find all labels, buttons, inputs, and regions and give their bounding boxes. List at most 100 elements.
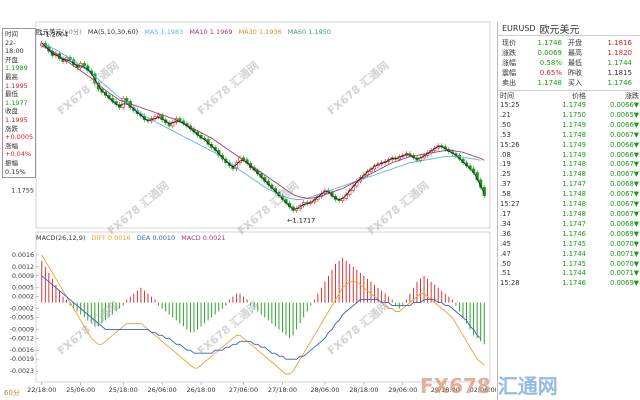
ma10-value: MA10 1.1969 <box>189 28 233 36</box>
y-tick-label: -0.0016 <box>10 347 34 354</box>
tick-change: 0.0067▼ <box>609 209 639 218</box>
quote-label: 买入 <box>568 79 582 87</box>
y-tick-label: -0.0009 <box>10 326 34 333</box>
low-marker: ←1.1717 <box>287 217 315 225</box>
quote-label: 涨幅 <box>502 59 516 67</box>
tick-row: .36 1.1746 0.0069▼ <box>498 230 640 240</box>
tick-change: 0.0067▼ <box>609 160 639 169</box>
x-tick-label: 28/06:00 <box>310 386 339 394</box>
y-tick-label: -0.0012 <box>10 335 34 342</box>
chart-svg: 22/18:00 25/06:00 25/18:00 26/06:00 26/18:00… <box>10 21 496 394</box>
period-tab[interactable]: 60分 <box>4 389 20 397</box>
dea-line <box>41 275 481 360</box>
tick-price: 1.1748 <box>562 170 586 179</box>
tick-price: 1.1747 <box>562 219 586 228</box>
tick-change: 0.0067▼ <box>609 200 639 209</box>
tick-price: 1.1749 <box>562 101 586 109</box>
chg-label: 涨跌 <box>5 124 18 133</box>
x-tick-label: 22/18:00 <box>27 386 56 394</box>
tick-change: 0.0068▼ <box>609 219 639 228</box>
candle-body <box>93 73 97 84</box>
pair-label: 欧元美元 <box>36 28 62 36</box>
tick-row: .45 1.1745 0.0070▼ <box>498 240 640 250</box>
tick-row: 15:27 1.1748 0.0067▼ <box>498 200 640 210</box>
tick-price: 1.1748 <box>562 130 586 139</box>
tick-price: 1.1749 <box>562 150 586 159</box>
tick-row: .58 1.1748 0.0067▼ <box>498 190 640 200</box>
macd-panel-frame <box>35 231 491 383</box>
chg-value: +0.0005 <box>5 133 34 142</box>
tick-time: .34 <box>500 219 511 228</box>
tick-row: 15:28 1.1746 0.0069▼ <box>498 279 640 289</box>
tick-time: .17 <box>500 209 511 218</box>
tick-change: 0.0065▼ <box>609 110 639 119</box>
tick-row: .53 1.1748 0.0067▼ <box>498 131 640 141</box>
tick-price: 1.1747 <box>562 180 586 189</box>
candle-body <box>241 157 246 160</box>
logo-text-a: FX678 <box>420 374 491 398</box>
tick-price: 1.1746 <box>562 279 586 288</box>
high-label: 最高 <box>5 72 18 81</box>
ma-params: MA(5,10,30,60) <box>87 28 139 36</box>
x-tick-label: 02/06:00 <box>470 386 496 394</box>
symbol-name: 欧元美元 <box>539 25 580 36</box>
tick-price: 1.1748 <box>562 160 586 169</box>
ticks-header-price: 价格 <box>572 92 586 100</box>
tick-time: 15:25 <box>500 101 520 109</box>
x-tick-label: 26/18:00 <box>186 386 215 394</box>
dif-line <box>41 254 485 375</box>
amp-label: 振幅 <box>5 158 18 167</box>
quote-value: 1.1746 <box>607 79 633 87</box>
tick-price: 1.1746 <box>562 229 586 238</box>
tick-change: 0.0066▼ <box>609 140 639 149</box>
tick-time: 15:28 <box>500 279 520 288</box>
x-tick-label: 27/06:00 <box>229 386 258 394</box>
ticks-header-time: 时间 <box>500 92 514 100</box>
y-tick-label: -0.0005 <box>10 314 34 321</box>
tick-price: 1.1748 <box>562 200 586 209</box>
tick-change: 0.0066▼ <box>609 150 639 159</box>
x-tick-label: 29/06:00 <box>388 386 417 394</box>
candle-body <box>156 114 161 118</box>
pct-value: +0.04% <box>5 150 32 159</box>
time-value: 22-18:00 <box>5 38 24 56</box>
price-legend: 欧元美元(60分) MA(5,10,30,60) MA5 1.1983 MA10… <box>36 26 331 36</box>
tick-time: 15:27 <box>500 200 520 209</box>
quote-label: 最低 <box>568 59 582 67</box>
y-tick-label: 0.0009 <box>12 273 34 280</box>
quote-value: 1.1744 <box>607 59 633 67</box>
tick-time: .45 <box>500 239 511 248</box>
tick-row: .19 1.1748 0.0067▼ <box>498 160 640 170</box>
ticks-header-change: 涨跌 <box>625 92 639 100</box>
quote-value: 0.58% <box>539 59 562 67</box>
macd-params: MACD(26,12,9) <box>36 234 86 242</box>
ticks-header: 时间 价格 涨跌 <box>498 91 640 101</box>
y-tick-label: -0.0019 <box>10 356 34 363</box>
tick-change: 0.0070▼ <box>609 239 639 248</box>
macd-legend: MACD(26,12,9) DIFF 0.0016 DEA 0.0010 MAC… <box>36 234 226 242</box>
tick-change: 0.0071▼ <box>609 249 639 258</box>
x-tick-label: 27/18:00 <box>268 386 297 394</box>
quote-panel: EURUSD 欧元美元 现价 1.1746 开盘 1.1816 涨跌 0.0069 最高 1.… <box>497 22 640 400</box>
logo-text-b: 汇通网 <box>497 374 558 398</box>
low-label: 最低 <box>5 90 18 99</box>
tick-row: .34 1.1747 0.0068▼ <box>498 220 640 230</box>
candle-body <box>125 98 129 102</box>
quote-label: 昨收 <box>568 69 582 77</box>
tick-row: .50 1.1749 0.0066▼ <box>498 121 640 131</box>
symbol-code: EURUSD <box>502 24 536 33</box>
tick-row: .17 1.1748 0.0067▼ <box>498 210 640 220</box>
tick-price: 1.1749 <box>562 120 586 129</box>
period-label: (60分) <box>62 28 82 36</box>
ticks-list[interactable]: 15:25 1.1749 0.0066▼ .21 1.1750 0.0065▼ .50 1.1… <box>498 101 640 289</box>
quote-grid: 现价 1.1746 开盘 1.1816 涨跌 0.0069 最高 1.1820 涨幅 0.58% 最… <box>498 36 640 91</box>
diff-value: DIFF 0.0016 <box>91 234 131 242</box>
tick-time: .21 <box>500 110 511 119</box>
pct-label: 涨幅 <box>5 141 18 150</box>
y-tick-label: 0.0002 <box>12 294 34 301</box>
open-value: 1.1989 <box>5 64 28 73</box>
tick-time: .58 <box>500 190 511 199</box>
tick-time: .08 <box>500 150 511 159</box>
tick-time: .50 <box>500 120 511 129</box>
y-tick-label: -0.0023 <box>10 368 34 375</box>
